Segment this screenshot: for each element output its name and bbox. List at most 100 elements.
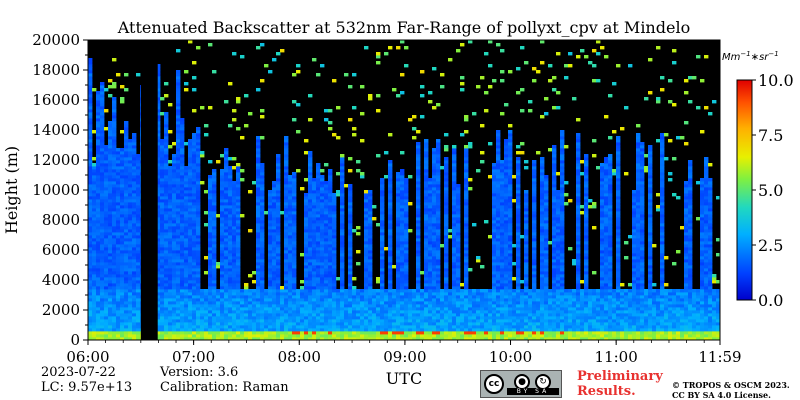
heatmap-cell (272, 301, 277, 305)
heatmap-cell (188, 274, 193, 278)
heatmap-cell (340, 289, 345, 293)
heatmap-cell (380, 280, 385, 284)
heatmap-cell (312, 280, 317, 284)
heatmap-cell (440, 310, 445, 314)
heatmap-cell (248, 313, 253, 317)
heatmap-cell (192, 313, 197, 317)
heatmap-cell (320, 211, 325, 215)
heatmap-cell (88, 265, 93, 269)
heatmap-cell (412, 115, 417, 119)
heatmap-cell (156, 130, 161, 134)
heatmap-cell (164, 172, 169, 176)
heatmap-cell (160, 319, 165, 323)
heatmap-cell (440, 295, 445, 299)
heatmap-cell (288, 319, 293, 323)
heatmap-cell (364, 199, 369, 203)
heatmap-cell (312, 316, 317, 320)
heatmap-cell (220, 232, 225, 236)
heatmap-cell (204, 307, 209, 311)
heatmap-cell (188, 199, 193, 203)
heatmap-cell (420, 304, 425, 308)
heatmap-cell (196, 250, 201, 254)
heatmap-cell (264, 298, 269, 302)
heatmap-cell (436, 193, 441, 197)
heatmap-cell (392, 298, 397, 302)
heatmap-cell (232, 319, 237, 323)
heatmap-cell (444, 310, 449, 314)
heatmap-cell (396, 196, 401, 200)
heatmap-cell (180, 151, 185, 155)
heatmap-cell (424, 292, 429, 296)
heatmap-cell (300, 337, 305, 341)
heatmap-cell (292, 208, 297, 212)
heatmap-cell (116, 226, 121, 230)
heatmap-cell (236, 328, 241, 332)
heatmap-cell (176, 181, 181, 185)
heatmap-cell (112, 145, 117, 149)
heatmap-cell (180, 169, 185, 173)
heatmap-cell (224, 295, 229, 299)
heatmap-cell (196, 304, 201, 308)
heatmap-cell (276, 280, 281, 284)
heatmap-cell (224, 328, 229, 332)
heatmap-cell (132, 280, 137, 284)
heatmap-cell (356, 319, 361, 323)
heatmap-cell (292, 319, 297, 323)
heatmap-cell (188, 316, 193, 320)
heatmap-cell (164, 112, 169, 116)
heatmap-cell (188, 292, 193, 296)
heatmap-cell (332, 211, 337, 215)
heatmap-cell (308, 214, 313, 218)
heatmap-cell (100, 313, 105, 317)
heatmap-cell (104, 268, 109, 272)
heatmap-cell (172, 244, 177, 248)
heatmap-cell (432, 160, 437, 164)
heatmap-cell (352, 229, 357, 233)
heatmap-cell (436, 205, 441, 209)
heatmap-cell (384, 310, 389, 314)
heatmap-cell (192, 316, 197, 320)
heatmap-cell (112, 322, 117, 326)
heatmap-cell (164, 316, 169, 320)
heatmap-cell (388, 190, 393, 194)
heatmap-cell (96, 277, 101, 281)
heatmap-cell (96, 286, 101, 290)
heatmap-cell (288, 259, 293, 263)
heatmap-cell (168, 256, 173, 260)
heatmap-cell (212, 316, 217, 320)
heatmap-cell (112, 130, 117, 134)
heatmap-cell (104, 331, 109, 335)
heatmap-cell (180, 334, 185, 338)
heatmap-cell (104, 295, 109, 299)
heatmap-cell (276, 250, 281, 254)
heatmap-cell (368, 259, 373, 263)
heatmap-cell (452, 247, 457, 251)
heatmap-cell (88, 280, 93, 284)
heatmap-cell (388, 295, 393, 299)
heatmap-cell (260, 286, 265, 290)
heatmap-cell (188, 148, 193, 152)
heatmap-cell (244, 325, 249, 329)
heatmap-cell (132, 301, 137, 305)
heatmap-cell (176, 319, 181, 323)
heatmap-cell (292, 322, 297, 326)
heatmap-cell (220, 154, 225, 158)
heatmap-cell (292, 202, 297, 206)
heatmap-cell (348, 169, 353, 173)
heatmap-cell (404, 274, 409, 278)
heatmap-cell (428, 265, 433, 269)
heatmap-cell (288, 178, 293, 182)
heatmap-cell (416, 220, 421, 224)
heatmap-cell (100, 97, 105, 101)
heatmap-cell (428, 181, 433, 185)
heatmap-cell (120, 289, 125, 293)
heatmap-cell (272, 298, 277, 302)
heatmap-cell (164, 133, 169, 137)
heatmap-cell (232, 295, 237, 299)
heatmap-cell (268, 307, 273, 311)
heatmap-cell (196, 151, 201, 155)
heatmap-cell (316, 322, 321, 326)
heatmap-cell (316, 286, 321, 290)
heatmap-cell (364, 328, 369, 332)
heatmap-cell (204, 190, 209, 194)
